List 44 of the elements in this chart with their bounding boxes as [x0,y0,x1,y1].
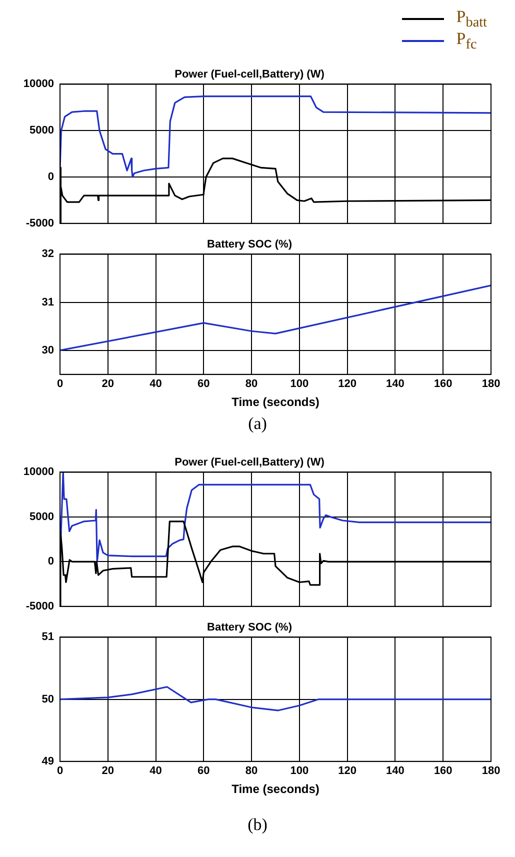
y-tick-label: 5000 [30,510,54,523]
y-tick-label: -5000 [26,600,54,612]
y-tick-label: -5000 [26,217,54,230]
text: (b) [246,814,268,836]
x-tick-label: 100 [290,378,309,390]
y-tick-label: 5000 [30,124,54,137]
y-tick-label: 31 [42,296,54,308]
x-tick-label: 0 [56,378,64,390]
chart-title: Battery SOC (%) [207,238,292,251]
x-tick-label: 140 [386,378,404,390]
y-tick-label: 10000 [23,466,54,478]
x-tick-label: 80 [245,765,258,778]
y-tick-label: 0 [48,556,54,568]
x-axis-title: Time (seconds) [232,782,320,796]
y-tick-label: 30 [42,344,54,356]
x-tick-label: 60 [198,378,210,390]
chart-title: Battery SOC (%) [207,622,292,634]
x-tick-label: 20 [102,378,114,390]
legend-label: P$_{fc}$ [456,28,477,54]
x-tick-label: 180 [482,378,500,390]
x-tick-label: 80 [245,378,258,390]
x-tick-label: 100 [290,765,309,778]
text: (a) [247,414,268,435]
y-tick-label: 10000 [23,78,54,90]
x-tick-label: 20 [102,765,114,778]
y-tick-label: 50 [42,693,54,706]
x-tick-label: 160 [434,765,452,778]
x-tick-label: 180 [482,765,500,778]
chart-title: Power (Fuel-cell,Battery) (W) [174,456,325,469]
y-tick-label: 32 [42,248,54,260]
chart-title: Power (Fuel-cell,Battery) (W) [174,68,325,81]
y-tick-label: 0 [48,171,54,184]
x-tick-label: 120 [338,765,357,778]
x-tick-label: 40 [150,378,162,390]
y-tick-label: 51 [42,631,54,644]
x-tick-label: 140 [386,765,404,778]
x-tick-label: 160 [434,378,452,390]
x-tick-label: 0 [56,765,64,778]
x-tick-label: 40 [150,765,162,778]
y-tick-label: 49 [42,755,54,768]
x-tick-label: 60 [198,765,210,778]
legend-label: P$_{batt}$ [456,6,487,30]
x-axis-title: Time (seconds) [232,395,320,410]
x-tick-label: 120 [338,378,357,390]
